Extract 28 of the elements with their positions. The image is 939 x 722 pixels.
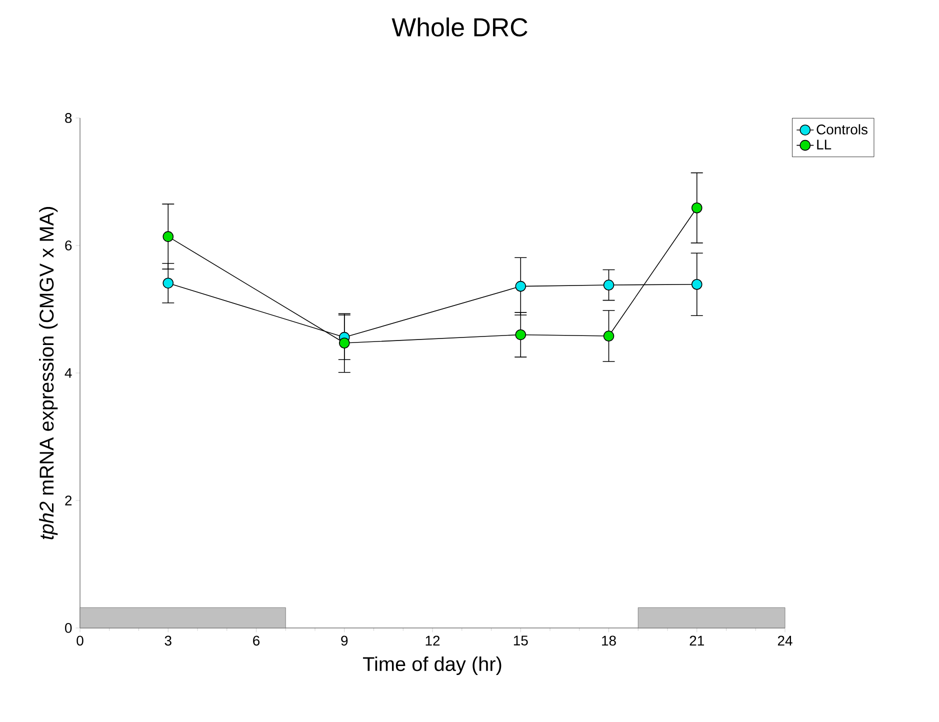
- y-tick-label: 0: [65, 623, 72, 633]
- y-tick-label: 2: [65, 496, 72, 506]
- y-tick-label: 8: [65, 113, 72, 123]
- legend-label: LL: [817, 140, 832, 150]
- point: [515, 280, 526, 292]
- point: [603, 280, 614, 290]
- point: [515, 329, 526, 340]
- x-tick-label: 15: [514, 636, 528, 646]
- x-tick-label: 12: [426, 636, 440, 646]
- x-tick-label: 18: [602, 636, 616, 646]
- chart-title: Whole DRC: [392, 17, 528, 36]
- point: [162, 231, 174, 242]
- x-tick-label: 3: [164, 636, 172, 646]
- y-tick-label: 6: [65, 240, 72, 250]
- x-axis-title: Time of day (hr): [363, 656, 502, 676]
- x-tick-label: 21: [690, 636, 704, 646]
- point: [691, 278, 702, 290]
- legend-label: Controls: [816, 124, 868, 134]
- x-tick-label: 0: [76, 636, 84, 646]
- x-tick-label: 6: [253, 636, 260, 646]
- point: [603, 330, 614, 342]
- point: [338, 338, 350, 348]
- x-tick-label: 9: [341, 636, 348, 646]
- y-tick-label: 4: [64, 368, 72, 378]
- point: [162, 278, 174, 289]
- y-axis-title: tph2 mRNA expression (CMGV x MA): [39, 207, 58, 540]
- point: [691, 202, 702, 214]
- x-tick-label: 24: [778, 636, 792, 646]
